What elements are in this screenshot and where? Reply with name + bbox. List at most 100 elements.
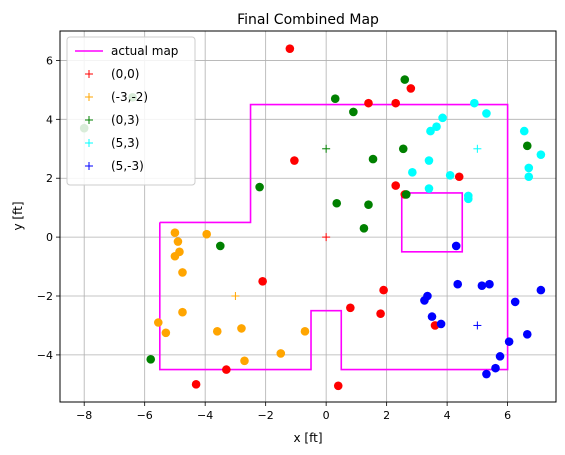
data-point (522, 141, 532, 151)
data-point (504, 337, 514, 346)
data-point (491, 363, 500, 373)
data-point (485, 279, 494, 289)
data-point (495, 352, 505, 361)
data-point (276, 349, 286, 358)
legend-swatch (85, 93, 93, 101)
x-tick-label: −8 (76, 409, 92, 422)
data-point (170, 251, 180, 261)
data-point (146, 355, 156, 364)
data-point (406, 84, 416, 93)
data-point (463, 194, 473, 204)
data-point (427, 312, 437, 321)
y-tick-label: −2 (37, 290, 53, 303)
data-point (170, 228, 180, 237)
origin-marker (473, 144, 482, 153)
x-tick-label: −6 (137, 409, 153, 422)
data-point (364, 200, 373, 210)
data-point (161, 328, 171, 338)
data-point (401, 190, 411, 199)
data-point (222, 365, 231, 374)
data-point (453, 279, 463, 289)
data-point (445, 170, 455, 180)
legend-label: (5,3) (111, 136, 139, 150)
y-tick-label: −4 (37, 349, 53, 362)
data-point (424, 156, 434, 165)
data-point (451, 241, 461, 251)
data-point (519, 126, 529, 136)
origin-marker (322, 144, 331, 153)
origin-marker (322, 233, 331, 242)
chart-title: Final Combined Map (237, 12, 379, 28)
y-tick-label: 4 (46, 113, 53, 126)
data-point (240, 356, 249, 366)
data-point (522, 329, 532, 339)
data-point (215, 241, 225, 251)
data-point (364, 98, 373, 108)
legend-swatch (85, 70, 93, 78)
x-tick-label: 2 (383, 409, 390, 422)
x-tick-label: 6 (504, 409, 511, 422)
y-axis-label: y [ft] (11, 202, 25, 231)
legend: actual map (0,0) (-3,-2) (0,3) (5,3) (5,-3) (66, 36, 196, 186)
data-point (420, 296, 429, 305)
legend-label-map: actual map (111, 44, 178, 58)
data-point (178, 268, 187, 277)
data-point (212, 327, 222, 336)
data-point (359, 223, 369, 233)
legend-swatch (85, 116, 93, 124)
data-point (536, 150, 546, 159)
data-point (346, 303, 355, 313)
data-point (153, 318, 163, 327)
data-point (424, 184, 434, 193)
legend-swatch (85, 162, 93, 170)
data-point (482, 369, 491, 379)
x-axis-label: x [ft] (294, 431, 323, 445)
data-point (482, 109, 491, 118)
data-point (438, 113, 447, 123)
data-point (398, 144, 408, 154)
legend-label: (0,3) (111, 113, 139, 127)
data-point (285, 44, 295, 53)
data-point (510, 297, 520, 307)
data-point (391, 98, 401, 108)
y-tick-label: 6 (46, 54, 53, 67)
data-point (178, 307, 187, 317)
data-point (470, 98, 479, 108)
data-point (477, 281, 487, 290)
origin-marker (231, 292, 240, 300)
data-point (524, 172, 534, 182)
legend-label: (5,-3) (111, 159, 144, 173)
data-point (173, 237, 183, 246)
data-point (524, 163, 534, 173)
data-point (258, 276, 267, 286)
y-tick-label: 0 (46, 231, 53, 244)
data-point (536, 285, 546, 295)
data-point (454, 172, 464, 182)
legend-label: (0,0) (111, 67, 139, 81)
axis-ticks: −8 −6 −4 −2 0 2 4 6 −4 −2 0 2 4 6 (37, 54, 511, 422)
data-point (408, 168, 417, 177)
data-point (255, 182, 264, 192)
data-point (432, 122, 441, 131)
plot-frame (59, 30, 557, 403)
data-point (191, 380, 201, 389)
origin-marker (473, 321, 482, 330)
y-tick-label: 2 (46, 172, 53, 185)
data-point (290, 156, 299, 165)
data-point (300, 327, 310, 336)
legend-box (66, 36, 196, 186)
data-point (330, 94, 340, 104)
data-point (400, 75, 410, 84)
data-point (391, 181, 401, 190)
x-tick-label: 0 (323, 409, 330, 422)
legend-label: (-3,-2) (111, 90, 148, 104)
x-tick-label: 4 (444, 409, 451, 422)
data-point (379, 285, 388, 295)
data-point (368, 154, 378, 164)
map-inner-boundary (400, 192, 464, 253)
data-point (426, 126, 435, 136)
data-point (202, 229, 211, 239)
x-tick-label: −2 (258, 409, 274, 422)
data-points (79, 44, 546, 391)
map-outer-boundary (159, 103, 509, 371)
